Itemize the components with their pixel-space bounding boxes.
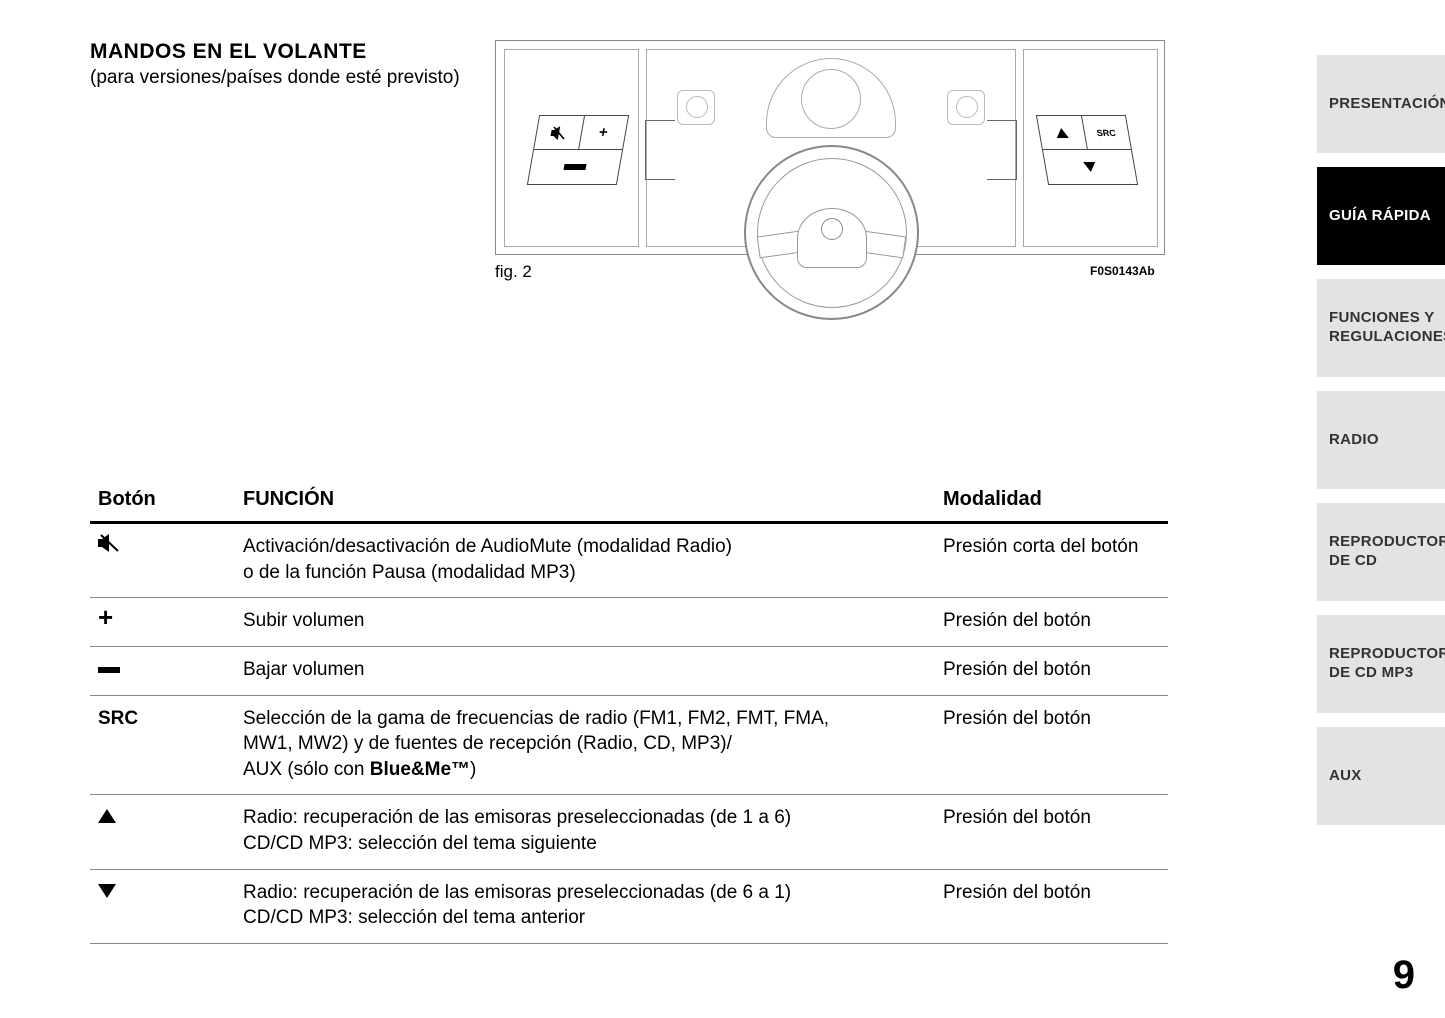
- table-header-row: Botón FUNCIÓN Modalidad: [90, 480, 1168, 523]
- function-cell: Radio: recuperación de las emisoras pres…: [235, 795, 935, 869]
- button-cell: [90, 646, 235, 695]
- mode-cell: Presión corta del botón: [935, 523, 1168, 598]
- function-cell: Radio: recuperación de las emisoras pres…: [235, 869, 935, 943]
- down-icon: [98, 884, 116, 898]
- wheel-hub: [797, 208, 867, 268]
- mute-icon: [534, 116, 583, 149]
- figure-center-panel: [646, 49, 1016, 247]
- table-row: Radio: recuperación de las emisoras pres…: [90, 795, 1168, 869]
- bracket-left: [645, 120, 675, 180]
- figure-code: F0S0143Ab: [1090, 264, 1155, 278]
- function-cell: Activación/desactivación de AudioMute (m…: [235, 523, 935, 598]
- table-row: + Subir volumenPresión del botón: [90, 598, 1168, 647]
- src-label: SRC: [1081, 116, 1131, 149]
- table-row: Radio: recuperación de las emisoras pres…: [90, 869, 1168, 943]
- figure-steering-controls: +: [495, 40, 1165, 255]
- minus-icon: [98, 667, 120, 673]
- mode-cell: Presión del botón: [935, 598, 1168, 647]
- button-cell: [90, 869, 235, 943]
- button-cell: [90, 795, 235, 869]
- col-button: Botón: [90, 480, 235, 523]
- dash-vent-left: [677, 90, 715, 125]
- steering-wheel: [744, 145, 919, 320]
- table-row: Bajar volumenPresión del botón: [90, 646, 1168, 695]
- down-icon: [1043, 150, 1137, 184]
- section-tab[interactable]: FUNCIONES Y REGULACIONES: [1317, 279, 1445, 377]
- figure-right-panel: SRC: [1023, 49, 1158, 247]
- button-cell: SRC: [90, 695, 235, 795]
- up-icon: [98, 809, 116, 823]
- bracket-right: [987, 120, 1017, 180]
- plus-icon: +: [578, 116, 628, 149]
- figure-caption: fig. 2: [495, 262, 532, 282]
- speedometer-icon: [801, 69, 861, 129]
- section-tab[interactable]: AUX: [1317, 727, 1445, 825]
- mode-cell: Presión del botón: [935, 646, 1168, 695]
- section-tab[interactable]: RADIO: [1317, 391, 1445, 489]
- mode-cell: Presión del botón: [935, 695, 1168, 795]
- mode-cell: Presión del botón: [935, 795, 1168, 869]
- up-icon: [1037, 116, 1086, 149]
- section-tabs: PRESENTACIÓN GUÍA RÁPIDA FUNCIONES Y REGUL…: [1317, 55, 1445, 839]
- wheel-badge-icon: [821, 218, 843, 240]
- mute-icon: [98, 532, 120, 557]
- figure-left-panel: +: [504, 49, 639, 247]
- col-mode: Modalidad: [935, 480, 1168, 523]
- button-cell: +: [90, 598, 235, 647]
- function-cell: Selección de la gama de frecuencias de r…: [235, 695, 935, 795]
- instrument-cluster: [766, 58, 896, 138]
- function-cell: Bajar volumen: [235, 646, 935, 695]
- section-tab[interactable]: PRESENTACIÓN: [1317, 55, 1445, 153]
- section-tab[interactable]: REPRODUCTOR DE CD MP3: [1317, 615, 1445, 713]
- function-cell: Subir volumen: [235, 598, 935, 647]
- controls-table: Botón FUNCIÓN Modalidad Activación/desac…: [90, 480, 1168, 944]
- plus-icon: +: [98, 602, 113, 632]
- col-function: FUNCIÓN: [235, 480, 935, 523]
- section-tab[interactable]: REPRODUCTOR DE CD: [1317, 503, 1445, 601]
- section-tab[interactable]: GUÍA RÁPIDA: [1317, 167, 1445, 265]
- table-row: Activación/desactivación de AudioMute (m…: [90, 523, 1168, 598]
- mode-cell: Presión del botón: [935, 869, 1168, 943]
- page-title: MANDOS EN EL VOLANTE: [90, 40, 470, 64]
- manual-page: MANDOS EN EL VOLANTE (para versiones/paí…: [90, 40, 1170, 980]
- page-subtitle: (para versiones/países donde esté previs…: [90, 66, 470, 91]
- title-block: MANDOS EN EL VOLANTE (para versiones/paí…: [90, 40, 470, 91]
- dash-vent-right: [947, 90, 985, 125]
- left-control-pad: +: [527, 115, 629, 185]
- right-control-pad: SRC: [1036, 115, 1138, 185]
- table-row: SRCSelección de la gama de frecuencias d…: [90, 695, 1168, 795]
- page-number: 9: [1393, 953, 1415, 998]
- minus-icon: [528, 150, 622, 184]
- button-cell: [90, 523, 235, 598]
